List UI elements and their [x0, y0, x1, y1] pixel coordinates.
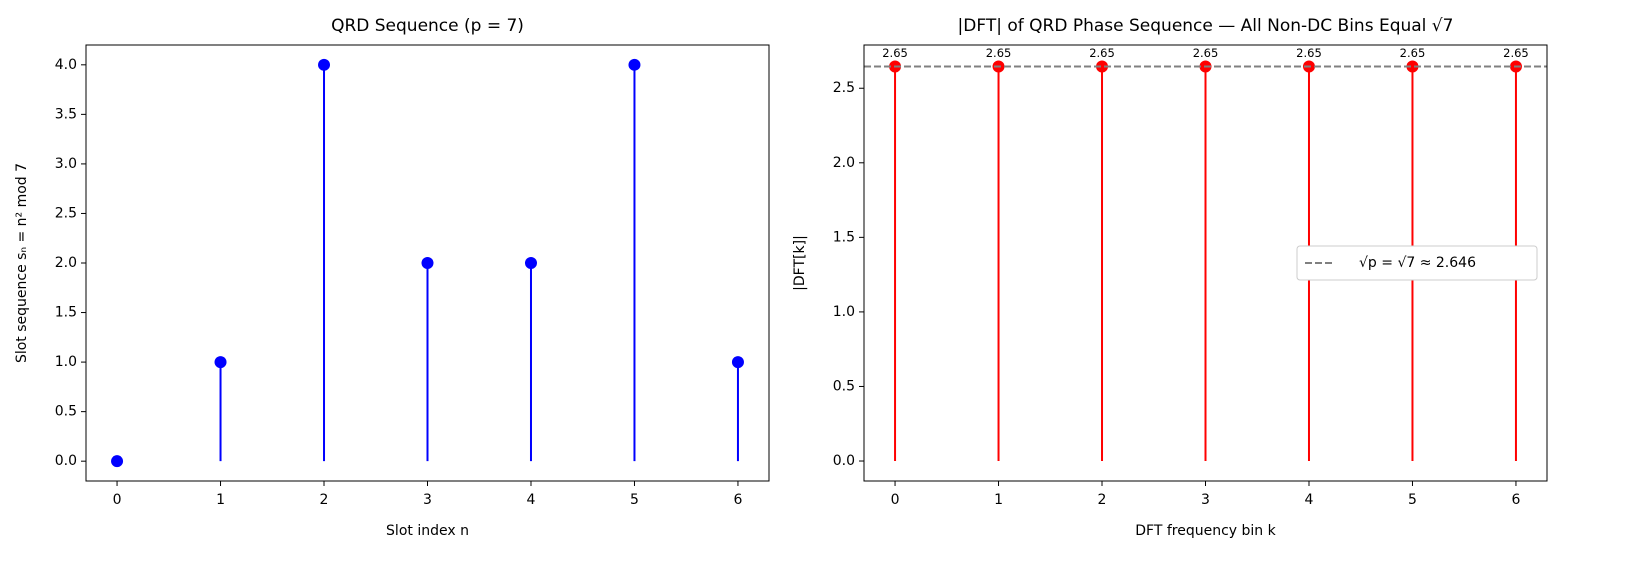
legend-label: √p = √7 ≈ 2.646 [1359, 255, 1476, 271]
x-tick-label: 0 [891, 492, 900, 508]
value-label: 2.65 [1193, 46, 1219, 60]
stem-marker [318, 58, 331, 71]
x-tick-label: 3 [1201, 492, 1210, 508]
y-tick-label: 3.5 [55, 106, 77, 122]
y-tick-label: 1.0 [833, 304, 855, 320]
value-label: 2.65 [1503, 46, 1529, 60]
value-label: 2.65 [1089, 46, 1115, 60]
x-tick-label: 5 [630, 492, 639, 508]
stem-marker [214, 356, 227, 369]
x-tick-label: 1 [994, 492, 1003, 508]
y-axis-label: |DFT[k]| [792, 235, 808, 291]
legend-box [1296, 245, 1538, 281]
stem-marker [1096, 60, 1109, 73]
y-tick-label: 2.0 [55, 255, 77, 271]
y-axis-label: Slot sequence sₙ = n² mod 7 [14, 163, 30, 363]
stem-marker [731, 356, 744, 369]
stem-marker [628, 58, 641, 71]
value-label: 2.65 [1296, 46, 1322, 60]
x-tick-label: 0 [113, 492, 122, 508]
y-tick-label: 0.0 [833, 453, 855, 469]
x-tick-label: 6 [733, 492, 742, 508]
y-tick-label: 1.0 [55, 354, 77, 370]
y-tick-label: 2.5 [55, 205, 77, 221]
chart-title: |DFT| of QRD Phase Sequence — All Non-DC… [958, 16, 1454, 36]
stem-marker [421, 257, 434, 269]
stem-marker [1406, 60, 1419, 73]
x-tick-label: 1 [216, 492, 225, 508]
y-tick-label: 0.0 [55, 453, 77, 469]
chart-title: QRD Sequence (p = 7) [331, 16, 524, 36]
x-axis-label: Slot index n [386, 523, 469, 539]
value-label: 2.65 [1400, 46, 1426, 60]
x-tick-label: 2 [1098, 492, 1107, 508]
y-tick-label: 1.5 [55, 305, 77, 321]
x-tick-label: 6 [1511, 492, 1520, 508]
y-tick-label: 4.0 [55, 57, 77, 73]
x-tick-label: 5 [1408, 492, 1417, 508]
value-label: 2.65 [882, 46, 908, 60]
x-tick-label: 4 [1305, 492, 1314, 508]
y-tick-label: 2.5 [833, 80, 855, 96]
value-label: 2.65 [986, 46, 1012, 60]
y-tick-label: 0.5 [833, 378, 855, 394]
y-tick-label: 1.5 [833, 229, 855, 245]
stem-marker [524, 257, 537, 269]
y-tick-label: 3.0 [55, 156, 77, 172]
y-tick-label: 2.0 [833, 155, 855, 171]
axes-frame [863, 44, 1548, 482]
x-tick-label: 3 [423, 492, 432, 508]
x-axis-label: DFT frequency bin k [1135, 523, 1276, 539]
x-tick-label: 4 [527, 492, 536, 508]
stem-marker [111, 455, 124, 468]
axes-frame [85, 44, 770, 482]
y-tick-label: 0.5 [55, 404, 77, 420]
x-tick-label: 2 [320, 492, 329, 508]
